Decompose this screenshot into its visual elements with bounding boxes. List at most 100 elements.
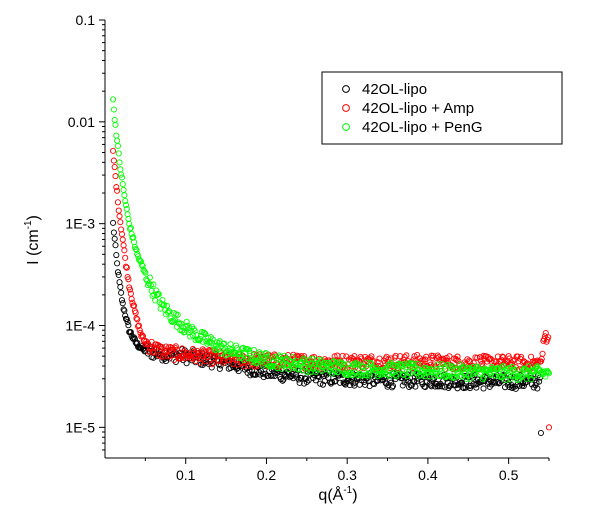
data-point [295,365,302,373]
data-point [329,358,336,365]
x-axis: 0.1 0.2 0.3 0.4 0.5 [144,458,550,483]
data-point [141,268,148,275]
data-point [149,348,156,355]
data-point [508,381,515,389]
legend-item: 42OL-lipo + PenG [342,119,483,136]
data-point [327,380,335,387]
data-point [114,269,121,276]
data-point [110,96,117,103]
data-point [406,370,414,377]
data-point [210,359,217,366]
data-point [120,242,127,249]
data-point [183,318,190,325]
data-point [263,350,270,357]
data-point [118,174,126,181]
data-point [336,379,344,386]
data-point [114,187,121,194]
data-point [496,379,503,386]
data-point [157,353,164,360]
data-point [274,364,281,372]
series-2 [110,96,553,384]
y-axis-title-sup: -1 [23,220,34,229]
data-point [265,372,272,379]
legend-label: 42OL-lipo + PenG [362,119,483,136]
data-point [303,378,310,386]
data-point [388,379,395,386]
data-point [136,256,143,263]
data-point [403,352,410,359]
data-point [112,173,119,180]
data-point [112,242,119,249]
data-point [234,361,241,368]
data-point [125,276,132,283]
data-point [507,376,514,383]
data-point [142,269,149,276]
data-point [462,384,469,391]
data-point [158,301,165,308]
data-point [533,379,540,386]
data-point [438,368,445,375]
data-point [181,329,188,336]
data-point [123,316,130,323]
data-point [477,357,484,364]
series-0 [110,219,544,437]
data-point [536,378,543,385]
y-tick-label: 1E-5 [65,419,95,435]
data-point [175,319,182,326]
y-tick-label: 1E-4 [65,318,95,334]
data-point [422,383,429,391]
data-point [306,356,313,363]
y-axis-title: I (cm-1) [23,215,42,265]
data-point [408,382,415,389]
data-point [115,271,122,278]
data-point [339,352,346,359]
data-point [366,372,373,379]
data-point [272,363,279,370]
data-point [487,371,494,378]
data-point [414,360,422,368]
data-point [367,359,374,366]
data-point [230,360,237,368]
data-point [393,373,400,380]
data-point [111,116,118,124]
data-point [392,352,399,359]
data-point [467,375,474,382]
data-point [139,262,146,270]
data-point [455,357,462,365]
data-point [445,372,452,379]
data-point [139,332,146,339]
data-point [163,347,170,354]
data-point [178,320,185,327]
data-point [135,323,142,330]
data-point [127,224,134,231]
data-point [378,371,385,378]
data-point [261,359,268,366]
x-tick-label: 0.3 [337,467,357,483]
data-point [200,359,207,366]
data-point [422,373,429,380]
data-point [172,343,179,350]
data-point [446,383,453,390]
data-point [117,283,124,290]
data-point [317,380,324,387]
data-point [244,355,251,362]
data-point [463,375,470,383]
data-point [361,367,368,374]
data-point [117,219,124,226]
data-point [205,354,212,361]
data-point [187,333,194,340]
data-point [545,370,553,377]
data-point [112,121,119,128]
data-point [283,355,290,362]
data-point [328,379,335,386]
data-point [525,363,532,370]
data-point [537,429,544,437]
data-point [116,159,123,166]
data-point [110,229,117,236]
data-point [201,330,208,337]
data-point [174,311,181,318]
data-point [124,318,131,325]
data-point [145,280,153,287]
data-point [197,355,205,362]
data-point [166,352,173,359]
